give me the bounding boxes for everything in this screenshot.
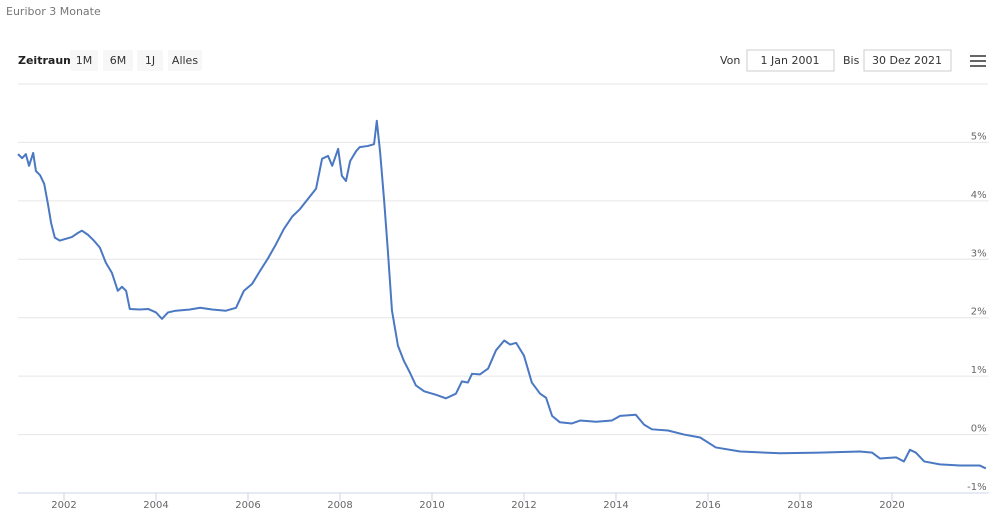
zoom-button[interactable] <box>70 50 98 71</box>
zoom-label: Zeitraum <box>18 54 75 67</box>
from-input[interactable] <box>746 49 835 72</box>
y-tick-label: 1% <box>971 365 987 376</box>
x-tick-label: 2008 <box>327 500 352 511</box>
x-tick-label: 2006 <box>235 500 260 511</box>
to-input[interactable] <box>863 49 952 72</box>
line-series <box>17 119 987 470</box>
chart-title: Euribor 3 Monate <box>6 5 101 18</box>
zoom-button-label[interactable]: 6M <box>110 54 127 67</box>
zoom-button[interactable] <box>137 50 163 71</box>
menu-bar[interactable] <box>970 60 986 62</box>
zoom-button[interactable] <box>168 50 202 71</box>
y-tick-label: -1% <box>967 482 986 493</box>
menu-button[interactable] <box>970 55 986 67</box>
y-tick-label: 4% <box>971 190 987 201</box>
from-label: Von <box>720 54 740 67</box>
x-tick-label: 2016 <box>695 500 720 511</box>
zoom-button-label[interactable]: 1M <box>76 54 93 67</box>
zoom-button-label[interactable]: Alles <box>172 54 198 67</box>
zoom-button[interactable] <box>103 50 133 71</box>
y-tick-label: 2% <box>971 307 987 318</box>
to-label: Bis <box>843 54 860 67</box>
x-tick-label: 2020 <box>879 500 904 511</box>
x-tick-label: 2004 <box>143 500 168 511</box>
x-tick-label: 2012 <box>511 500 536 511</box>
x-tick-label: 2002 <box>51 500 76 511</box>
from-value[interactable]: 1 Jan 2001 <box>761 54 820 67</box>
x-tick-label: 2014 <box>603 500 628 511</box>
zoom-button-label[interactable]: 1J <box>145 54 155 67</box>
y-tick-label: 5% <box>971 131 987 142</box>
x-tick-label: 2010 <box>419 500 444 511</box>
y-tick-label: 3% <box>971 248 987 259</box>
menu-bar[interactable] <box>970 55 986 57</box>
x-tick-label: 2018 <box>787 500 812 511</box>
menu-bar[interactable] <box>970 65 986 67</box>
to-value[interactable]: 30 Dez 2021 <box>872 54 942 67</box>
y-tick-label: 0% <box>971 424 987 435</box>
